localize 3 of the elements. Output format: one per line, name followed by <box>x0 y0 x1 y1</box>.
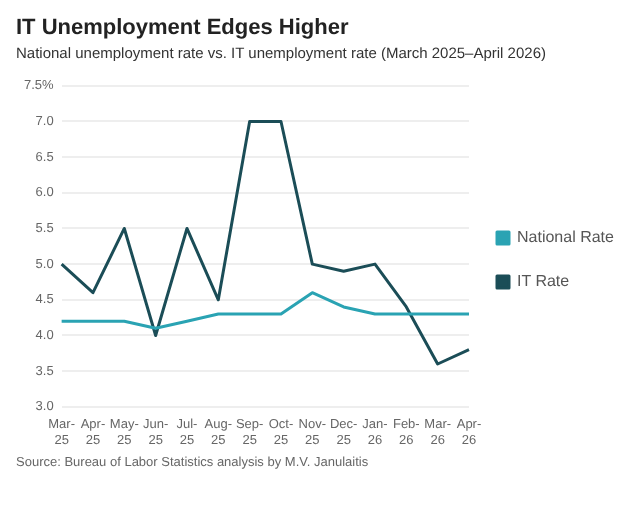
legend-label: National Rate <box>517 228 616 247</box>
legend-label: IT Rate <box>517 272 571 291</box>
chart-title: IT Unemployment Edges Higher <box>16 16 351 40</box>
